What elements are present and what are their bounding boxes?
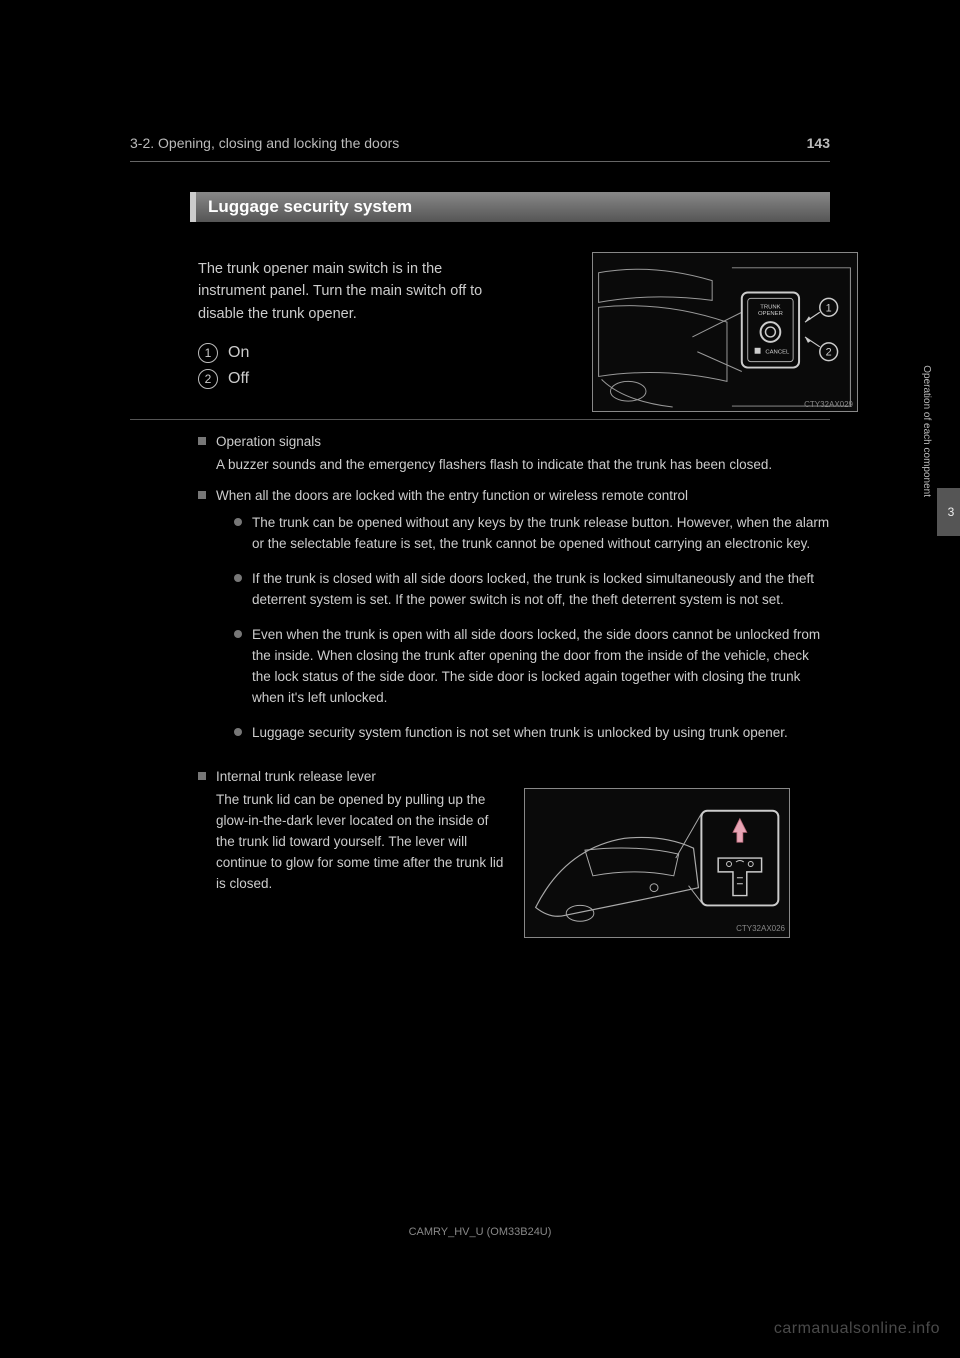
header-divider <box>130 161 830 162</box>
section-heading: Luggage security system <box>190 192 830 222</box>
note-detail: The trunk lid can be opened by pulling u… <box>216 790 504 938</box>
round-bullet-icon <box>234 518 242 526</box>
trunk-opener-switch-figure: TRUNK OPENER CANCEL 1 2 CTY32AX029 <box>592 252 858 412</box>
note-title: Internal trunk release lever <box>216 767 830 788</box>
intro-text: The trunk opener main switch is in the i… <box>198 258 488 325</box>
button-label: CANCEL <box>765 350 790 356</box>
chapter-number: 3 <box>948 505 955 519</box>
bullet-text: Even when the trunk is open with all sid… <box>252 625 830 709</box>
trunk-release-lever-figure: CTY32AX026 <box>524 788 790 938</box>
breadcrumb: 3-2. Opening, closing and locking the do… <box>130 135 399 151</box>
figure-id: CTY32AX026 <box>736 923 785 935</box>
section-divider <box>130 419 830 420</box>
footer-text: CAMRY_HV_U (OM33B24U) <box>130 1226 830 1238</box>
square-bullet-icon <box>198 491 206 499</box>
bullet-text: Luggage security system function is not … <box>252 723 830 744</box>
round-bullet-icon <box>234 630 242 638</box>
square-bullet-icon <box>198 437 206 445</box>
bullet-text: The trunk can be opened without any keys… <box>252 513 830 555</box>
note-all-doors-locked: When all the doors are locked with the e… <box>198 486 830 757</box>
page-number: 143 <box>807 135 830 151</box>
list-item: Luggage security system function is not … <box>234 723 830 744</box>
intro-block: The trunk opener main switch is in the i… <box>198 258 830 389</box>
note-title: Operation signals <box>216 432 830 453</box>
list-item: The trunk can be opened without any keys… <box>234 513 830 555</box>
round-bullet-icon <box>234 728 242 736</box>
notes-list: Operation signals A buzzer sounds and th… <box>198 432 830 938</box>
note-operation-signals: Operation signals A buzzer sounds and th… <box>198 432 830 476</box>
round-bullet-icon <box>234 574 242 582</box>
svg-text:1: 1 <box>826 302 832 314</box>
bullet-list: The trunk can be opened without any keys… <box>234 513 830 743</box>
svg-text:2: 2 <box>826 347 832 359</box>
button-label: TRUNK <box>760 304 780 310</box>
button-label: OPENER <box>758 311 783 317</box>
chapter-tab: 3 <box>937 488 960 536</box>
figure-id: CTY32AX029 <box>804 400 853 409</box>
item-label: Off <box>228 370 249 388</box>
note-title: When all the doors are locked with the e… <box>216 486 830 507</box>
square-bullet-icon <box>198 772 206 780</box>
list-item: Even when the trunk is open with all sid… <box>234 625 830 709</box>
bullet-text: If the trunk is closed with all side doo… <box>252 569 830 611</box>
note-detail: A buzzer sounds and the emergency flashe… <box>216 455 830 476</box>
note-internal-release-lever: Internal trunk release lever The trunk l… <box>198 767 830 938</box>
item-label: On <box>228 344 249 362</box>
circled-number-1-icon: 1 <box>198 343 218 363</box>
chapter-tab-label: Operation of each component <box>921 365 932 497</box>
list-item: If the trunk is closed with all side doo… <box>234 569 830 611</box>
watermark: carmanualsonline.info <box>774 1320 940 1338</box>
page-header: 3-2. Opening, closing and locking the do… <box>130 135 830 151</box>
circled-number-2-icon: 2 <box>198 369 218 389</box>
